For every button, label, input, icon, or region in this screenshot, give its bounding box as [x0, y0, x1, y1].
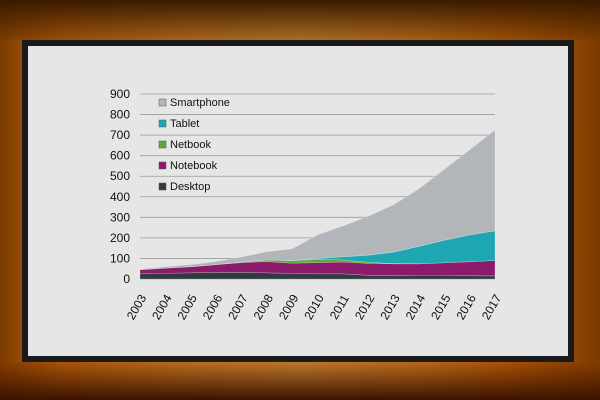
area-smartphone: [139, 129, 496, 271]
x-tick-label: 2004: [149, 292, 175, 322]
x-tick-label: 2010: [301, 292, 327, 322]
stage-bottom-band: [0, 362, 600, 400]
legend-label-tablet: Tablet: [170, 118, 199, 130]
x-tick-label: 2005: [175, 292, 201, 322]
legend-label-smartphone: Smartphone: [170, 97, 230, 109]
x-tick-label: 2014: [403, 292, 429, 322]
x-tick-label: 2007: [225, 292, 251, 322]
x-tick-label: 2006: [200, 292, 226, 322]
legend-swatch-desktop: [158, 182, 167, 191]
legend-label-desktop: Desktop: [170, 181, 210, 193]
chart-legend: Smartphone Tablet Netbook Notebook Desktop: [158, 97, 230, 193]
area-series-group: [139, 129, 496, 280]
x-tick-label: 2009: [276, 292, 302, 322]
x-tick-label: 2008: [251, 292, 277, 322]
x-tick-label: 2013: [377, 292, 403, 322]
x-axis-ticks: 2003 2004 2005 2006 2007 2008 2009 2010 2011 2012…: [124, 292, 505, 322]
y-axis-ticks: 0 100 200 300 400 500 600 700 800 900: [110, 87, 130, 286]
x-tick-label: 2015: [428, 292, 454, 322]
y-tick-label: 0: [123, 272, 130, 286]
y-tick-label: 600: [110, 149, 130, 163]
legend-swatch-tablet: [158, 119, 167, 128]
y-tick-label: 700: [110, 128, 130, 142]
x-tick-label: 2016: [453, 292, 479, 322]
legend-swatch-netbook: [158, 140, 167, 149]
legend-label-netbook: Netbook: [170, 139, 211, 151]
x-tick-label: 2011: [327, 292, 352, 322]
legend-label-notebook: Notebook: [170, 160, 218, 172]
y-tick-label: 900: [110, 87, 130, 101]
x-tick-label: 2003: [124, 292, 150, 322]
y-tick-label: 300: [110, 210, 130, 224]
legend-swatch-smartphone: [158, 98, 167, 107]
y-tick-label: 800: [110, 108, 130, 122]
x-tick-label: 2012: [352, 292, 378, 322]
legend-swatch-notebook: [158, 161, 167, 170]
y-tick-label: 200: [110, 231, 130, 245]
y-tick-label: 100: [110, 251, 130, 265]
x-tick-label: 2017: [479, 292, 505, 322]
stage-top-band: [0, 0, 600, 40]
y-tick-label: 400: [110, 190, 130, 204]
y-tick-label: 500: [110, 169, 130, 183]
